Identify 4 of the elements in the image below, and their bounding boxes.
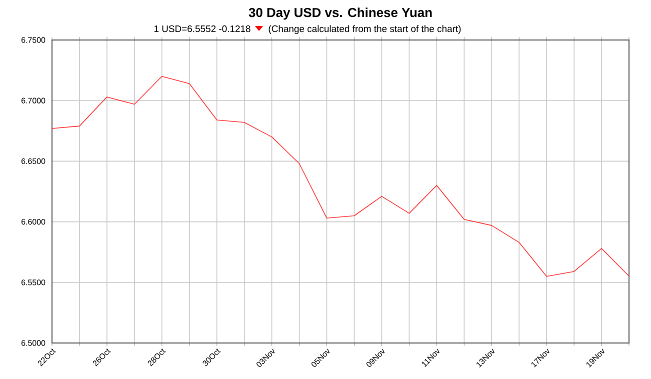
chart-subtitle: 1 USD=6.5552 -0.1218	[154, 25, 250, 32]
text: (Change calculated from the start of the chart)	[268, 25, 461, 34]
line-series	[52, 76, 630, 277]
chart-title: 30 Day USD vs. Chinese Yuan	[248, 8, 432, 20]
